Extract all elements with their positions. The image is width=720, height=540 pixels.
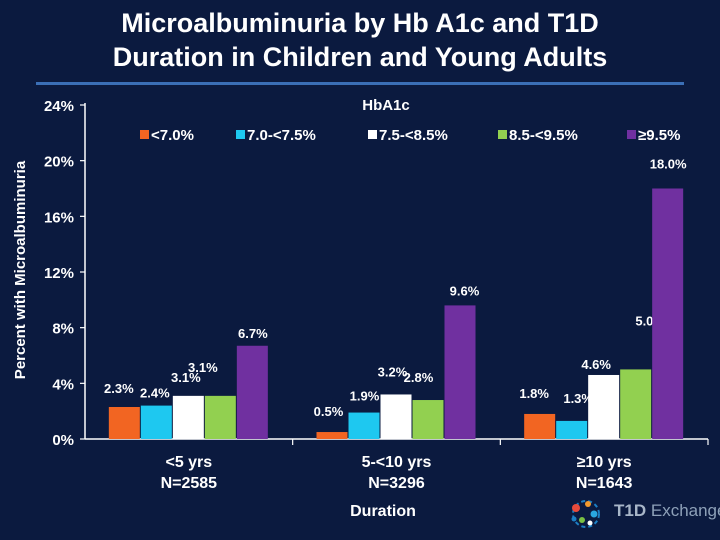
legend-title: HbA1c <box>362 97 410 114</box>
bar-3-cat-1 <box>172 395 204 439</box>
x-category-n-label: N=3296 <box>368 475 425 492</box>
bar-1-cat-2 <box>316 432 348 439</box>
x-category-label: 5-<10 yrs <box>362 454 432 471</box>
title-divider <box>36 82 684 85</box>
data-label: 18.0% <box>650 157 687 172</box>
data-label: 3.1% <box>188 360 218 375</box>
legend-swatch <box>498 130 507 139</box>
bar-2-cat-1 <box>140 405 172 439</box>
y-tick-label: 16% <box>44 209 74 226</box>
legend-swatch <box>140 130 149 139</box>
bar-5-cat-2 <box>444 305 476 439</box>
title-line-2: Duration in Children and Young Adults <box>112 42 608 72</box>
legend-label: 7.0-<7.5% <box>247 127 316 144</box>
legend-swatch <box>627 130 636 139</box>
legend-swatch <box>368 130 377 139</box>
data-label: 2.4% <box>140 386 170 401</box>
data-label: 2.8% <box>404 370 434 385</box>
y-tick-label: 20% <box>44 154 74 171</box>
legend-label: ≥9.5% <box>638 127 680 144</box>
data-label: 1.3% <box>563 391 593 406</box>
x-category-n-label: N=1643 <box>576 475 633 492</box>
bar-5-cat-3 <box>652 188 684 439</box>
bar-3-cat-2 <box>380 394 412 439</box>
x-category-label: ≥10 yrs <box>577 454 632 471</box>
data-label: 9.6% <box>450 283 480 298</box>
logo-text: T1D Exchange <box>614 501 720 520</box>
data-label: 0.5% <box>314 404 344 419</box>
y-tick-label: 0% <box>52 432 74 449</box>
y-tick-label: 4% <box>52 376 74 393</box>
bar-3-cat-3 <box>588 374 620 439</box>
bar-2-cat-2 <box>348 412 380 439</box>
title-line-1: Microalbuminuria by Hb A1c and T1D <box>121 8 599 38</box>
bar-1-cat-1 <box>108 406 140 439</box>
bar-5-cat-1 <box>236 345 268 439</box>
bar-4-cat-3 <box>620 369 652 439</box>
t1d-exchange-logo: T1D Exchange <box>566 492 720 532</box>
data-label: 4.6% <box>581 357 611 372</box>
data-label: 1.8% <box>519 386 549 401</box>
legend-swatch <box>236 130 245 139</box>
bar-4-cat-2 <box>412 400 444 439</box>
slide-title: Microalbuminuria by Hb A1c and T1D Durat… <box>0 6 720 74</box>
data-label: 2.3% <box>104 381 134 396</box>
data-label: 3.1% <box>171 370 201 385</box>
legend-label: <7.0% <box>151 127 194 144</box>
data-label: 6.7% <box>238 326 268 341</box>
data-label: 1.9% <box>350 389 380 404</box>
bar-4-cat-1 <box>204 395 236 439</box>
x-category-label: <5 yrs <box>165 454 212 471</box>
y-tick-label: 12% <box>44 265 74 282</box>
x-category-n-label: N=2585 <box>161 475 218 492</box>
bar-1-cat-3 <box>524 413 556 439</box>
legend-label: 8.5-<9.5% <box>509 127 578 144</box>
legend-label: 7.5-<8.5% <box>379 127 448 144</box>
data-label: 3.2% <box>378 364 408 379</box>
x-axis-title: Duration <box>350 503 416 520</box>
y-tick-label: 24% <box>44 98 74 115</box>
y-axis-title: Percent with Microalbuminuria <box>12 160 29 379</box>
y-tick-label: 8% <box>52 321 74 338</box>
logo-dots-icon <box>571 500 600 528</box>
bar-2-cat-3 <box>556 420 588 439</box>
